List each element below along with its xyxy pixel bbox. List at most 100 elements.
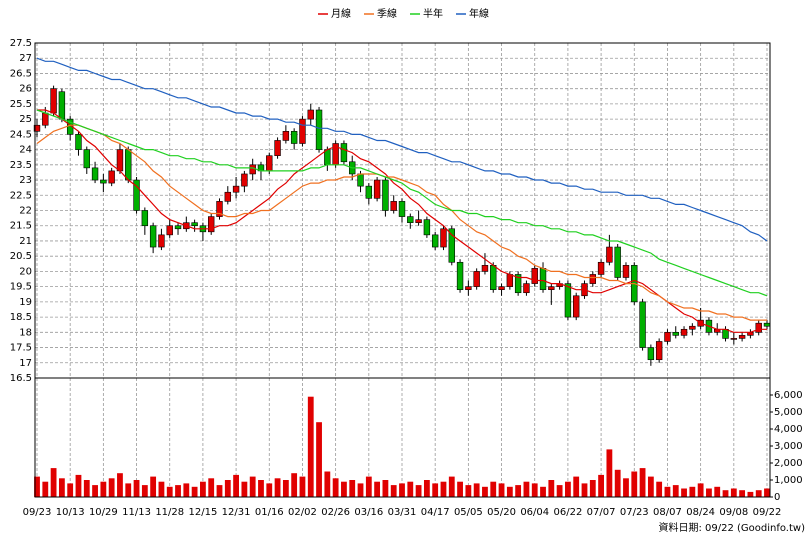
x-tick-label: 12/31 — [222, 507, 251, 518]
x-tick-label: 10/29 — [89, 507, 118, 518]
candle-body — [232, 185, 240, 193]
candle-body — [639, 301, 646, 348]
candle-body — [398, 201, 406, 217]
y-tick-label: 24 — [19, 145, 32, 156]
volume-bar — [531, 483, 538, 497]
volume-bar — [42, 481, 49, 497]
volume-bar — [100, 481, 107, 497]
candle-body — [548, 286, 555, 290]
volume-bar — [258, 480, 264, 497]
volume-bar — [108, 478, 115, 497]
volume-bar — [266, 483, 273, 497]
candle-body — [672, 332, 679, 336]
y2-tick-label: 3,000 — [774, 441, 803, 452]
candle-body — [166, 225, 173, 236]
x-tick-label: 05/20 — [487, 507, 516, 518]
candle-body — [50, 88, 57, 114]
candle-body — [415, 219, 422, 223]
volume-bar — [341, 481, 347, 497]
candle-body — [116, 149, 124, 172]
x-tick-label: 06/04 — [520, 507, 549, 518]
candle-body — [456, 261, 464, 290]
candle-body — [307, 109, 314, 120]
candle-body — [755, 322, 762, 333]
volume-bar — [150, 476, 157, 497]
y2-tick-label: 5,000 — [774, 407, 803, 418]
volume-bar — [706, 488, 712, 497]
candle-body — [465, 286, 472, 290]
y-tick-label: 23.5 — [10, 160, 32, 171]
candle-body — [299, 118, 306, 144]
y2-tick-label: 4,000 — [774, 424, 803, 435]
volume-bar — [623, 478, 629, 497]
volume-bar — [141, 485, 148, 497]
candle-body — [573, 295, 580, 318]
candle-body — [133, 179, 140, 211]
y-tick-label: 20 — [19, 266, 32, 277]
x-tick-label: 02/02 — [288, 507, 317, 518]
candle-body — [91, 167, 99, 181]
volume-bar — [407, 481, 414, 497]
volume-bar — [482, 486, 488, 497]
x-tick-label: 09/08 — [719, 507, 748, 518]
candle-body — [33, 124, 41, 132]
x-tick-label: 11/13 — [122, 507, 151, 518]
volume-bar — [631, 471, 638, 497]
volume-bar — [117, 473, 123, 497]
volume-bar — [755, 490, 762, 497]
x-tick-label: 07/23 — [620, 507, 649, 518]
volume-bar — [249, 476, 256, 497]
volume-bar — [183, 483, 190, 497]
volume-bar — [125, 483, 132, 497]
candle-body — [83, 149, 90, 169]
volume-bar — [200, 481, 206, 497]
y-tick-label: 18 — [19, 327, 32, 338]
candle-body — [523, 283, 530, 294]
legend-label: 季線 — [377, 7, 397, 20]
volume-bar — [548, 480, 555, 497]
candle-body — [730, 338, 738, 340]
volume-bar — [423, 480, 430, 497]
y-tick-label: 25.5 — [10, 99, 32, 110]
volume-bar — [573, 476, 580, 497]
volume-bar — [647, 476, 654, 497]
volume-bar — [34, 476, 40, 497]
volume-bar — [133, 480, 140, 497]
x-tick-label: 02/26 — [321, 507, 350, 518]
y-tick-label: 27.5 — [10, 38, 32, 49]
volume-bar — [747, 491, 754, 497]
volume-bar — [390, 485, 397, 497]
volume-bar — [672, 485, 679, 497]
volume-bar — [382, 480, 389, 497]
candle-body — [274, 140, 281, 156]
candle-body — [108, 170, 115, 184]
candle-body — [324, 149, 331, 166]
x-tick-label: 11/28 — [155, 507, 184, 518]
candle-body — [58, 91, 66, 120]
candle-body — [158, 234, 165, 248]
volume-bar — [365, 476, 372, 497]
volume-bar — [75, 474, 82, 497]
volume-bar — [175, 485, 181, 497]
volume-bar — [83, 480, 90, 497]
candle-body — [597, 261, 605, 275]
y-tick-label: 24.5 — [10, 129, 32, 140]
volume-bar — [282, 480, 289, 497]
candle-body — [506, 274, 514, 287]
volume-bar — [764, 488, 770, 497]
candle-body — [407, 216, 414, 223]
volume-bar — [440, 481, 447, 497]
candle-body — [315, 109, 323, 150]
candle-body — [431, 234, 439, 248]
volume-bar — [67, 483, 74, 497]
volume-bar — [465, 485, 472, 497]
candle-body — [564, 283, 572, 318]
y-tick-label: 22.5 — [10, 190, 32, 201]
volume-bar — [233, 474, 239, 497]
candle-body — [606, 246, 613, 263]
volume-bar — [357, 483, 364, 497]
x-tick-label: 03/16 — [354, 507, 383, 518]
candle-body — [191, 222, 198, 227]
candle-body — [664, 332, 671, 342]
